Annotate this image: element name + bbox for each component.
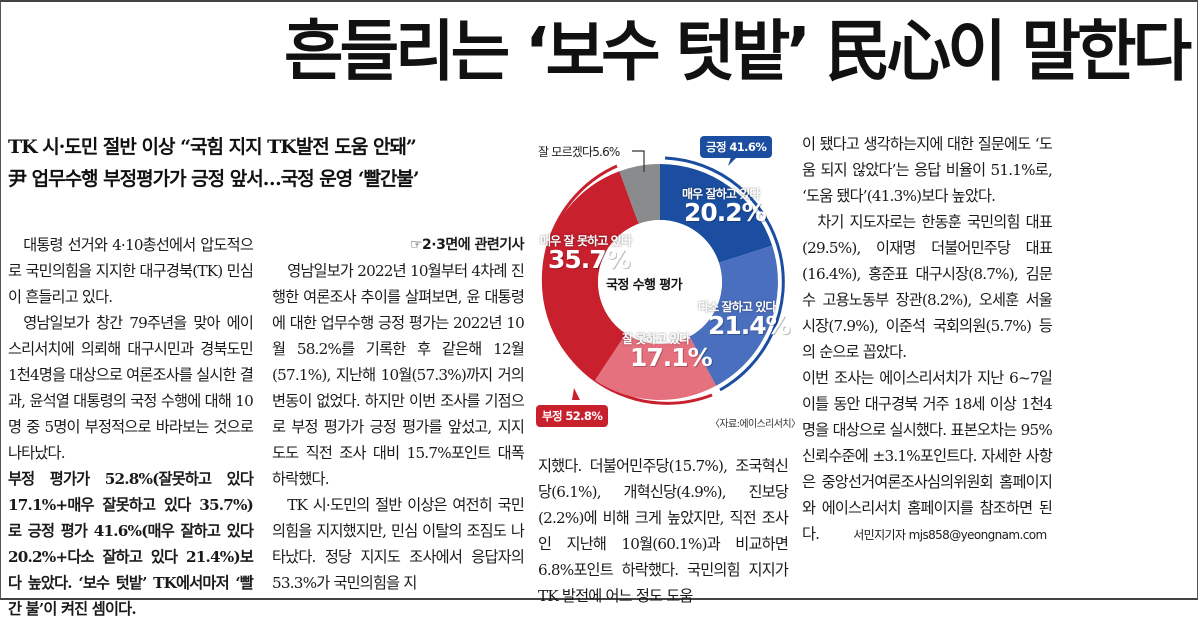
- segment-bad: [594, 333, 717, 400]
- article-column-2: ☞2·3면에 관련기사 영남일보가 2022년 10월부터 4차례 진행한 여론…: [272, 232, 525, 596]
- page-frame: [0, 0, 1198, 600]
- unknown-leader-line: [632, 150, 645, 172]
- segment-somewhat-good: [689, 245, 778, 386]
- positive-total-badge: 긍정 41.6%: [700, 136, 773, 158]
- approval-donut-chart: 잘 모르겠다5.6% 긍정 41.6% 부정 52.8% 매우 잘하고 있다 2…: [532, 130, 801, 440]
- paragraph: 지했다. 더불어민주당(15.7%), 조국혁신당(6.1%), 개혁신당(4.…: [538, 457, 789, 605]
- chart-title: 국정 수행 평가: [606, 278, 683, 293]
- label-somewhat-good: 다소 잘하고 있다: [698, 300, 776, 314]
- byline: 서민지기자 mjs858@yeongnam.com: [853, 528, 1047, 542]
- article-column-4: 이 됐다고 생각하는지에 대한 질문에도 ‘도움 되지 않았다’는 응답 비율이…: [802, 131, 1053, 548]
- paragraph-bold: 부정 평가가 52.8%(잘못하고 있다 17.1%+매우 잘못하고 있다 35…: [8, 470, 254, 618]
- paragraph: 영남일보가 창간 79주년을 맞아 에이스리서치에 의뢰해 대구시민과 경북도민…: [8, 314, 254, 462]
- label-very-bad: 매우 잘 못하고 있다: [540, 234, 632, 248]
- positive-arc-line: [664, 156, 785, 392]
- paragraph: 대통령 선거와 4·10총선에서 압도적으로 국민의힘을 지지한 대구경북(TK…: [8, 236, 254, 306]
- segment-unknown: [619, 164, 660, 224]
- headline: 흔들리는 ‘보수 텃밭’ 民心이 말한다: [283, 13, 1192, 90]
- label-bad: 잘 못하고 있다: [622, 332, 690, 346]
- negative-total-badge: 부정 52.8%: [536, 405, 609, 427]
- paragraph: 이 됐다고 생각하는지에 대한 질문에도 ‘도움 되지 않았다’는 응답 비율이…: [802, 135, 1053, 205]
- segment-very-bad: [542, 171, 639, 381]
- segment-very-good: [660, 164, 773, 263]
- value-very-bad: 35.7%: [548, 245, 631, 274]
- paragraph: TK 시·도민의 절반 이상은 여전히 국민의힘을 지지했지만, 민심 이탈의 …: [272, 496, 525, 592]
- value-bad: 17.1%: [630, 343, 713, 372]
- article-column-1: 대통령 선거와 4·10총선에서 압도적으로 국민의힘을 지지한 대구경북(TK…: [8, 232, 254, 622]
- subhead-2: 尹 업무수행 부정평가가 긍정 앞서…국정 운영 ‘빨간불’: [8, 168, 420, 190]
- label-very-good: 매우 잘하고 있다: [682, 187, 760, 201]
- subhead-1: TK 시·도민 절반 이상 “국힘 지지 TK발전 도움 안돼”: [8, 136, 417, 158]
- chart-source: 〈자료:에이스리서치〉: [710, 419, 801, 430]
- paragraph: 이번 조사는 에이스리서치가 지난 6~7일 이틀 동안 대구경북 거주 18세…: [802, 369, 1053, 543]
- value-somewhat-good: 21.4%: [708, 311, 791, 340]
- paragraph: 차기 지도자로는 한동훈 국민의힘 대표(29.5%), 이재명 더불어민주당 …: [802, 213, 1053, 361]
- unknown-label: 잘 모르겠다5.6%: [538, 145, 620, 159]
- related-articles-link[interactable]: ☞2·3면에 관련기사: [409, 237, 525, 253]
- value-very-good: 20.2%: [684, 198, 767, 227]
- article-column-3: 지했다. 더불어민주당(15.7%), 조국혁신당(6.1%), 개혁신당(4.…: [538, 453, 789, 609]
- donut-svg: [541, 150, 785, 405]
- paragraph: 영남일보가 2022년 10월부터 4차례 진행한 여론조사 추이를 살펴보면,…: [272, 262, 525, 488]
